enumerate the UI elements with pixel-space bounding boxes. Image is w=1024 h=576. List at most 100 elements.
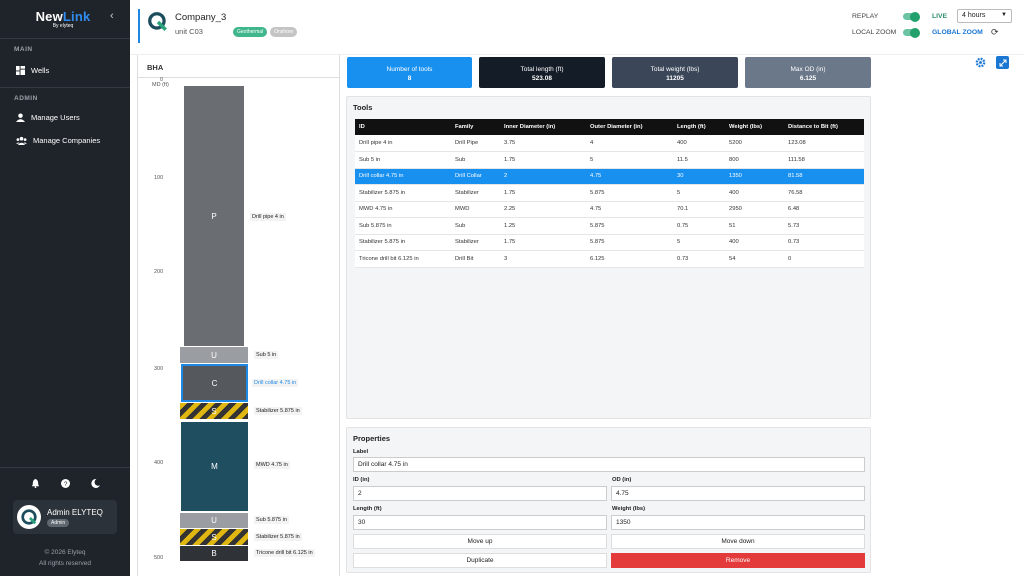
svg-text:?: ?: [63, 481, 67, 488]
cell: 400: [725, 234, 784, 251]
company-logo-icon: [148, 12, 167, 31]
col-outer-diameter[interactable]: Outer Diameter (in): [586, 119, 673, 135]
cell: Drill pipe 4 in: [355, 135, 451, 152]
cell: 5: [586, 151, 673, 169]
refresh-icon[interactable]: ⟳: [991, 27, 999, 37]
divider: [0, 87, 130, 88]
cell: 54: [725, 250, 784, 268]
dark-mode-icon[interactable]: [90, 479, 100, 488]
component-label: Sub 5.875 in: [254, 516, 289, 524]
bha-component-drill-bit[interactable]: B: [180, 546, 248, 561]
col-weight[interactable]: Weight (lbs): [725, 119, 784, 135]
col-inner-diameter[interactable]: Inner Diameter (in): [500, 119, 586, 135]
bha-component-mwd[interactable]: M: [181, 422, 248, 511]
move-down-button[interactable]: Move down: [611, 534, 865, 549]
cell: 0: [784, 250, 864, 268]
expand-button[interactable]: [996, 56, 1009, 69]
table-row[interactable]: Sub 5 in Sub 1.75 5 11.5 800 111.58: [355, 151, 864, 169]
sidebar-item-wells[interactable]: Wells: [16, 66, 49, 75]
cell: 400: [725, 184, 784, 202]
cell: Tricone drill bit 6.125 in: [355, 250, 451, 268]
collapse-sidebar-icon[interactable]: ‹: [110, 10, 114, 22]
col-length[interactable]: Length (ft): [673, 119, 725, 135]
cell: 1.75: [500, 234, 586, 251]
table-row[interactable]: MWD 4.75 in MWD 2.25 4.75 70.1 2950 6.48: [355, 201, 864, 218]
time-range-value: 4 hours: [962, 12, 986, 19]
global-zoom-label[interactable]: GLOBAL ZOOM: [932, 29, 983, 36]
unit-tags: Geothermal Onshore: [233, 27, 298, 37]
length-field-label: Length (ft): [353, 506, 382, 512]
divider: [138, 77, 339, 78]
component-letter: S: [211, 532, 217, 542]
component-label: Sub 5 in: [254, 351, 279, 359]
duplicate-button[interactable]: Duplicate: [353, 553, 607, 568]
component-label: Tricone drill bit 6.125 in: [254, 549, 315, 557]
table-row[interactable]: Stabilizer 5.875 in Stabilizer 1.75 5.875 5 4…: [355, 184, 864, 202]
summary-card-tools: Number of tools 8: [347, 57, 472, 88]
app-logo[interactable]: NewLink By elyteq: [30, 9, 96, 29]
col-family[interactable]: Family: [451, 119, 500, 135]
rights-text: All rights reserved: [38, 560, 92, 567]
sidebar-item-manage-companies[interactable]: Manage Companies: [16, 136, 100, 145]
bha-component-stabilizer[interactable]: S: [180, 529, 248, 545]
cell: 2950: [725, 201, 784, 218]
cell: 2.25: [500, 201, 586, 218]
tools-table: ID Family Inner Diameter (in) Outer Diam…: [355, 119, 864, 268]
weight-field-label: Weight (lbs): [612, 506, 646, 512]
logo-new: New: [35, 9, 63, 24]
sidebar-item-manage-users[interactable]: Manage Users: [16, 113, 80, 122]
card-value: 11205: [666, 75, 684, 82]
cell: 800: [725, 151, 784, 169]
id-input[interactable]: 2: [353, 486, 607, 501]
component-letter: S: [211, 406, 217, 416]
component-letter: U: [211, 350, 217, 360]
cell: 1.25: [500, 217, 586, 235]
table-row[interactable]: Stabilizer 5.875 in Stabilizer 1.75 5.875 5 4…: [355, 234, 864, 251]
bell-icon[interactable]: [31, 479, 40, 488]
move-up-button[interactable]: Move up: [353, 534, 607, 549]
gear-icon[interactable]: [975, 57, 986, 68]
depth-axis-label: MD (ft): [152, 82, 169, 88]
cell: 3: [500, 250, 586, 268]
length-input[interactable]: 30: [353, 515, 607, 530]
card-value: 6.125: [799, 75, 817, 82]
table-row-selected[interactable]: Drill collar 4.75 in Drill Collar 2 4.75 30 1…: [355, 168, 864, 185]
bha-component-sub[interactable]: U: [180, 513, 248, 528]
cell: 4.75: [586, 201, 673, 218]
remove-button[interactable]: Remove: [611, 553, 865, 568]
cell: 51: [725, 217, 784, 235]
depth-tick: 300: [154, 366, 164, 372]
col-distance-to-bit[interactable]: Distance to Bit (ft): [784, 119, 864, 135]
company-name: Company_3: [175, 12, 227, 23]
bha-component-stabilizer[interactable]: S: [180, 403, 248, 419]
cell: 3.75: [500, 135, 586, 152]
bha-panel: BHA MD (ft) 0 100 200 300 400 500 P Dril…: [137, 55, 340, 576]
time-range-select[interactable]: 4 hours ▼: [957, 9, 1012, 23]
cell: 5: [673, 234, 725, 251]
label-input[interactable]: Drill collar 4.75 in: [353, 457, 865, 472]
table-row[interactable]: Tricone drill bit 6.125 in Drill Bit 3 6.12…: [355, 250, 864, 268]
utility-icons: ?: [0, 479, 130, 488]
table-row[interactable]: Sub 5.875 in Sub 1.25 5.875 0.75 51 5.73: [355, 217, 864, 235]
cell: Sub 5.875 in: [355, 217, 451, 235]
cell: 5.73: [784, 217, 864, 235]
user-card[interactable]: Admin ELYTEQ Admin: [13, 500, 117, 534]
cell: Drill Bit: [451, 250, 500, 268]
weight-input[interactable]: 1350: [611, 515, 865, 530]
local-zoom-toggle[interactable]: [903, 27, 920, 38]
cell: 5.875: [586, 217, 673, 235]
bha-component-drill-pipe[interactable]: P: [184, 86, 244, 346]
help-icon[interactable]: ?: [60, 479, 70, 488]
bha-component-sub[interactable]: U: [180, 347, 248, 363]
bha-component-drill-collar[interactable]: C: [181, 364, 248, 402]
replay-label: REPLAY: [852, 13, 879, 20]
section-main: MAIN: [14, 46, 33, 53]
od-input[interactable]: 4.75: [611, 486, 865, 501]
cell: 0.75: [673, 217, 725, 235]
card-value: 523.08: [532, 75, 552, 82]
sidebar-item-label: Manage Users: [31, 113, 80, 122]
table-row[interactable]: Drill pipe 4 in Drill Pipe 3.75 4 400 5200 123…: [355, 135, 864, 152]
col-id[interactable]: ID: [355, 119, 451, 135]
replay-toggle[interactable]: [903, 11, 920, 22]
cell: 1350: [725, 168, 784, 185]
